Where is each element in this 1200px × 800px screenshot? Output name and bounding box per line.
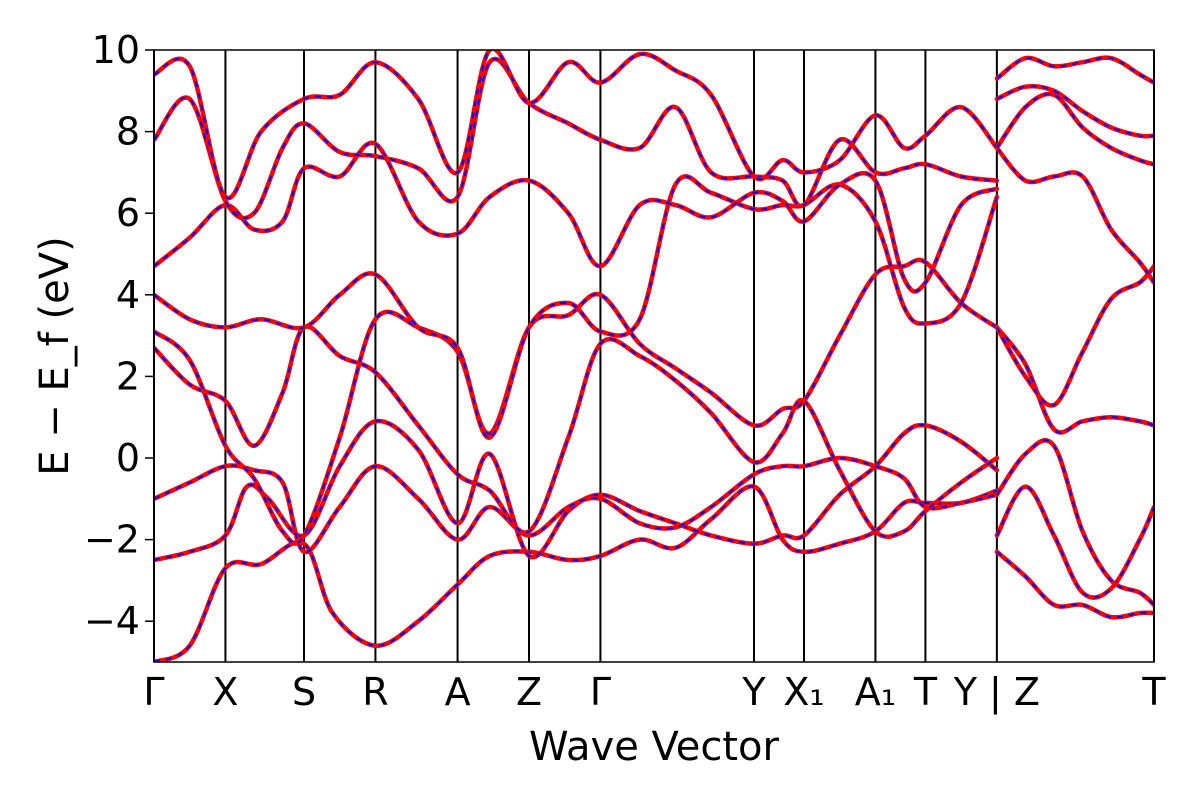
- x-tick-label-8: X₁: [783, 670, 824, 714]
- band-line-dashed-8: [154, 50, 998, 200]
- x-tick-label-0: Γ: [143, 670, 164, 714]
- x-axis-label: Wave Vector: [529, 724, 780, 770]
- y-axis-label: E − E_f (eV): [32, 236, 78, 475]
- x-tick-label-10: T: [913, 670, 938, 714]
- x-tick-label-9: A₁: [855, 670, 896, 714]
- band-line-dashed-12: [996, 326, 1154, 434]
- x-tick-label-7: Y: [741, 670, 766, 714]
- band-line-dashed-0: [154, 485, 998, 662]
- band-line-dashed-17: [996, 56, 1154, 84]
- band-line-dashed-3: [154, 325, 998, 538]
- band-line-dashed-16: [996, 85, 1154, 138]
- plot-frame: [153, 49, 1155, 663]
- y-tick-label-1: −2: [84, 518, 140, 562]
- x-tick-label-1: X: [212, 670, 238, 714]
- x-tick-label-5: Z: [516, 670, 542, 714]
- y-tick-label-7: 10: [92, 28, 140, 72]
- y-tick-label-5: 6: [116, 191, 140, 235]
- y-tick-label-4: 4: [116, 273, 140, 317]
- band-line-dashed-9: [996, 551, 1154, 619]
- x-tick-label-4: A: [445, 670, 471, 714]
- y-tick-label-3: 2: [116, 354, 140, 398]
- band-lines: [154, 50, 1154, 662]
- band-line-dashed-11: [996, 439, 1154, 606]
- x-tick-label-6: Γ: [590, 670, 611, 714]
- band-line-dashed-14: [996, 147, 1154, 284]
- y-tick-label-0: −4: [84, 599, 140, 643]
- band-line-dashed-10: [996, 485, 1154, 599]
- x-tick-label-2: S: [292, 670, 316, 714]
- x-axis-ticks: Γ X S R A Z Γ Y X₁ A₁ T Y | Z T: [143, 670, 1166, 715]
- band-line-dashed-7: [154, 58, 998, 220]
- high-symmetry-lines: [153, 50, 1155, 662]
- band-line-dashed-5: [154, 175, 998, 439]
- y-tick-label-6: 8: [116, 110, 140, 154]
- y-tick-label-2: 0: [116, 436, 140, 480]
- x-tick-label-12: T: [1141, 670, 1166, 714]
- band-line-1: [154, 418, 1000, 563]
- band-line-4: [154, 257, 1000, 546]
- x-tick-label-3: R: [362, 670, 388, 714]
- band-line-dashed-6: [154, 141, 998, 293]
- x-tick-label-11: Y | Z: [953, 670, 1040, 715]
- band-line-dashed-15: [996, 93, 1154, 166]
- y-axis-ticks: −4 −2 0 2 4 6 8 10: [84, 28, 154, 643]
- band-line-dashed-13: [996, 265, 1154, 407]
- band-line-dashed-2: [154, 456, 998, 553]
